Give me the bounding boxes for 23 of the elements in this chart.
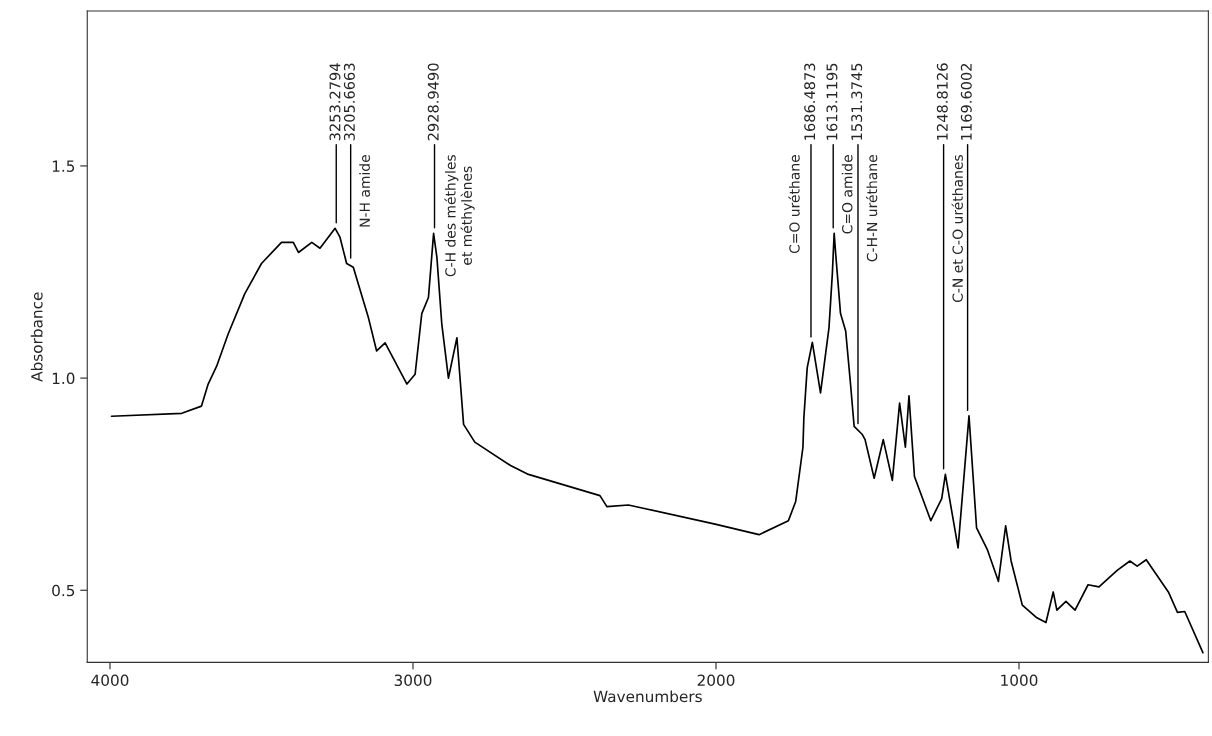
- y-tick-label: 1.0: [52, 372, 75, 385]
- y-tick-label: 0.5: [52, 584, 75, 597]
- annotation: C-N et C-O uréthanes: [951, 155, 963, 302]
- annotation: 1248.8126: [936, 63, 948, 140]
- y-axis-title: Absorbance: [30, 292, 43, 382]
- annotation: 3205.6663: [343, 63, 355, 141]
- annotation: 1613.1195: [826, 63, 838, 140]
- x-tick-label: 3000: [394, 674, 432, 687]
- annotation: C=O amide: [841, 155, 853, 234]
- annotation: 3253.2794: [329, 63, 341, 141]
- annotation: N-H amide: [359, 155, 370, 227]
- annotation: C-H-N uréthane: [865, 155, 878, 262]
- annotation: C=O uréthane: [788, 155, 800, 254]
- annotation: 2928.9490: [427, 63, 439, 141]
- annotation: C-H des méthyles et méthylènes: [444, 155, 475, 277]
- annotation: 1686.4873: [804, 63, 816, 140]
- x-tick-label: 4000: [91, 674, 129, 687]
- x-tick-label: 1000: [1001, 674, 1038, 687]
- annotation: 1531.3745: [851, 63, 863, 140]
- annotation: 1169.6002: [960, 63, 972, 140]
- y-tick-label: 1.5: [52, 160, 75, 172]
- x-axis-title: Wavenumbers: [593, 690, 702, 703]
- x-tick-label: 2000: [697, 674, 735, 687]
